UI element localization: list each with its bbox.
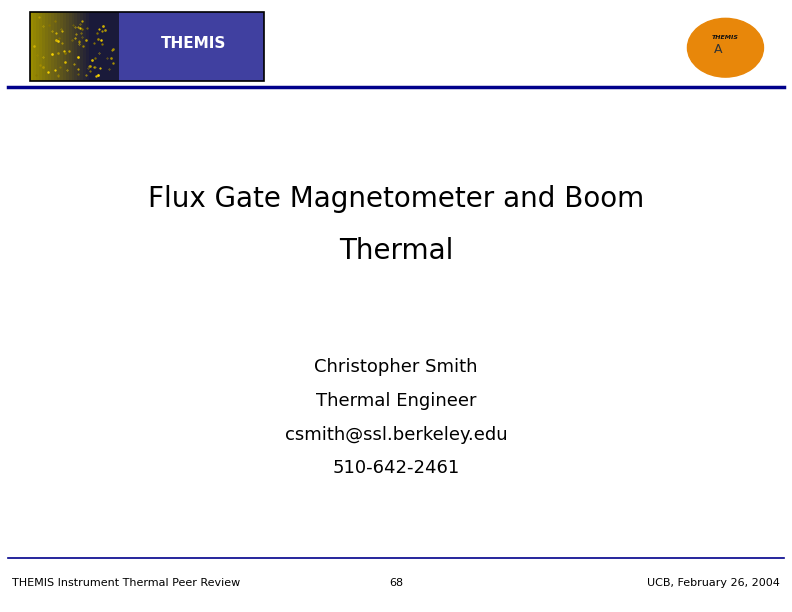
Bar — [71, 12, 74, 81]
Circle shape — [687, 18, 763, 77]
Text: 510-642-2461: 510-642-2461 — [333, 459, 459, 477]
Bar — [92, 12, 95, 81]
Text: Christopher Smith: Christopher Smith — [314, 358, 478, 376]
Text: A: A — [714, 43, 722, 56]
Bar — [45, 12, 48, 81]
Bar — [89, 12, 92, 81]
Bar — [33, 12, 36, 81]
Bar — [74, 12, 78, 81]
Text: THEMIS: THEMIS — [161, 35, 227, 51]
Bar — [39, 12, 42, 81]
Bar — [69, 12, 71, 81]
Bar — [57, 12, 59, 81]
Bar — [51, 12, 54, 81]
Bar — [104, 12, 107, 81]
Bar — [110, 12, 113, 81]
Bar — [48, 12, 51, 81]
Bar — [63, 12, 66, 81]
Text: THEMIS: THEMIS — [712, 35, 739, 40]
Bar — [113, 12, 116, 81]
Bar — [59, 12, 63, 81]
Bar — [107, 12, 110, 81]
Text: Thermal: Thermal — [339, 237, 453, 265]
Bar — [98, 12, 101, 81]
Text: UCB, February 26, 2004: UCB, February 26, 2004 — [647, 578, 780, 588]
Text: THEMIS Instrument Thermal Peer Review: THEMIS Instrument Thermal Peer Review — [12, 578, 240, 588]
Bar — [95, 12, 98, 81]
Text: csmith@ssl.berkeley.edu: csmith@ssl.berkeley.edu — [284, 425, 508, 444]
Bar — [30, 12, 33, 81]
Text: Flux Gate Magnetometer and Boom: Flux Gate Magnetometer and Boom — [148, 185, 644, 213]
Bar — [78, 12, 81, 81]
Bar — [54, 12, 57, 81]
Bar — [30, 12, 119, 81]
Text: 68: 68 — [389, 578, 403, 588]
Text: Thermal Engineer: Thermal Engineer — [316, 392, 476, 410]
Bar — [119, 12, 264, 81]
Bar — [101, 12, 104, 81]
Bar — [42, 12, 45, 81]
Bar — [36, 12, 39, 81]
Bar — [83, 12, 86, 81]
Bar — [81, 12, 83, 81]
Bar — [66, 12, 69, 81]
Bar — [30, 12, 264, 81]
Bar — [116, 12, 119, 81]
Bar — [86, 12, 89, 81]
